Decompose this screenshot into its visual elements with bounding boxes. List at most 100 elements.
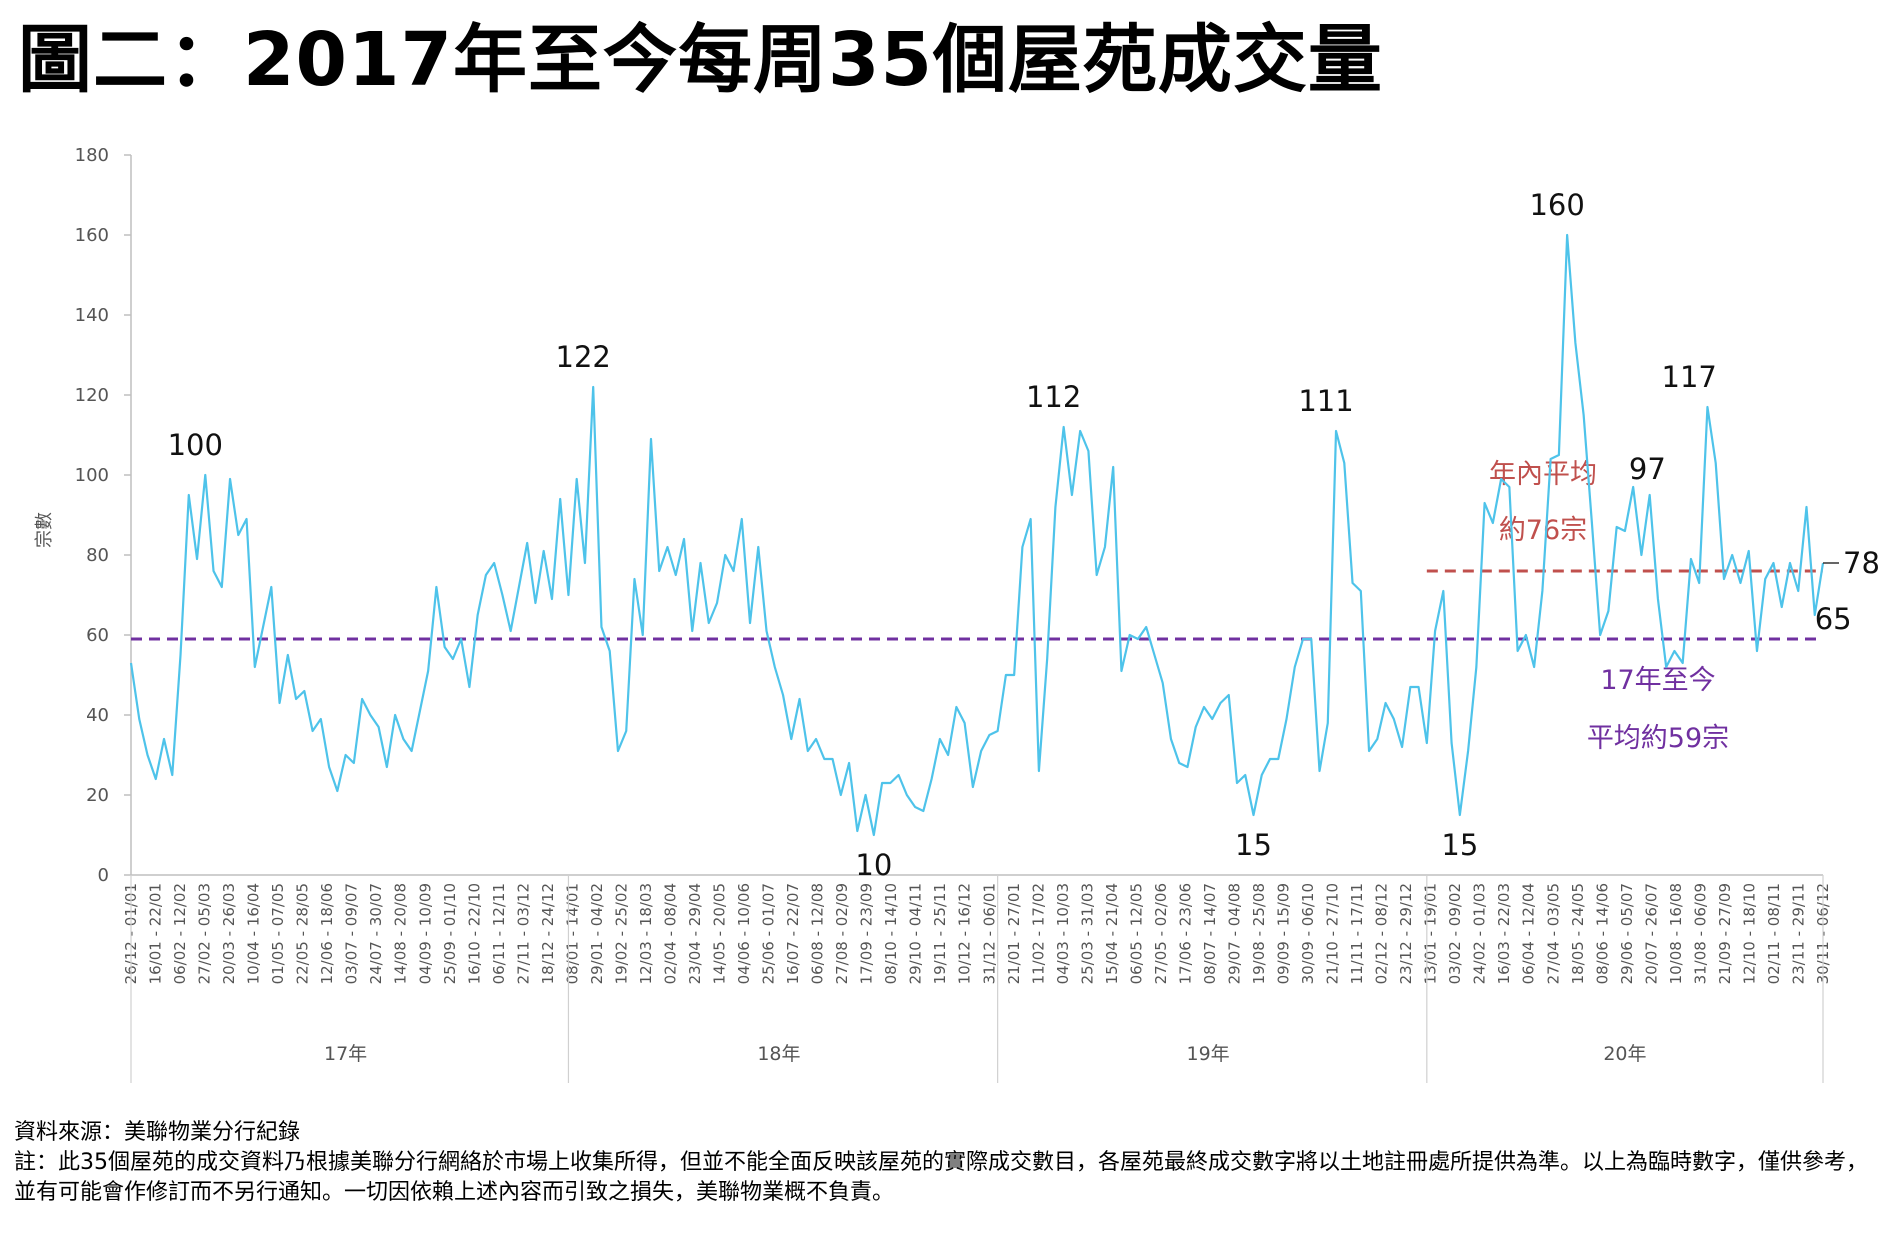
group-label: 20年 bbox=[1603, 1043, 1646, 1065]
x-tick-label: 03/07 - 09/07 bbox=[343, 883, 361, 984]
x-tick-label: 04/03 - 10/03 bbox=[1054, 883, 1072, 984]
x-tick-label: 24/07 - 30/07 bbox=[367, 883, 385, 984]
x-tick-label: 06/11 - 12/11 bbox=[490, 883, 508, 984]
data-annotation: 160 bbox=[1529, 188, 1584, 222]
x-tick-label: 20/03 - 26/03 bbox=[220, 883, 238, 984]
x-tick-label: 14/05 - 20/05 bbox=[711, 883, 729, 984]
data-annotation: 10 bbox=[855, 848, 892, 882]
y-tick-label: 160 bbox=[75, 225, 109, 246]
x-tick-label: 27/08 - 02/09 bbox=[833, 883, 851, 984]
series-line bbox=[129, 233, 1825, 837]
x-tick-label: 08/07 - 14/07 bbox=[1201, 883, 1219, 984]
x-tick-label: 18/12 - 24/12 bbox=[539, 883, 557, 984]
data-annotation: 112 bbox=[1026, 380, 1081, 414]
disclaimer-note: 註：此35個屋苑的成交資料乃根據美聯分行網絡於市場上收集所得，但並不能全面反映該… bbox=[14, 1150, 1869, 1205]
y-tick-label: 140 bbox=[75, 305, 109, 326]
x-tick-label: 08/10 - 14/10 bbox=[882, 883, 900, 984]
x-tick-label: 19/11 - 25/11 bbox=[931, 883, 949, 984]
page-title: 圖二：2017年至今每周35個屋苑成交量 bbox=[18, 17, 1383, 103]
reference-label-red: 年內平均 bbox=[1489, 459, 1597, 490]
group-label: 19年 bbox=[1187, 1043, 1230, 1065]
x-tick-label: 12/10 - 18/10 bbox=[1740, 883, 1758, 984]
y-tick-label: 20 bbox=[86, 785, 109, 806]
x-tick-label: 10/12 - 16/12 bbox=[956, 883, 974, 984]
x-tick-label: 16/01 - 22/01 bbox=[147, 883, 165, 984]
x-tick-label: 09/09 - 15/09 bbox=[1275, 883, 1293, 984]
x-tick-label: 16/03 - 22/03 bbox=[1495, 883, 1513, 984]
source-text: 資料來源：美聯物業分行紀錄 bbox=[14, 1120, 301, 1145]
x-tick-label: 24/02 - 01/03 bbox=[1471, 883, 1489, 984]
x-tick-label: 11/11 - 17/11 bbox=[1348, 883, 1366, 984]
x-tick-label: 06/02 - 12/02 bbox=[171, 883, 189, 984]
reference-label-purple: 17年至今 bbox=[1600, 665, 1715, 696]
x-tick-label: 06/08 - 12/08 bbox=[809, 883, 827, 984]
x-tick-label: 22/05 - 28/05 bbox=[294, 883, 312, 984]
group-label: 17年 bbox=[324, 1043, 367, 1065]
x-tick-label: 08/01 - 14/01 bbox=[563, 883, 581, 984]
x-tick-label: 25/06 - 01/07 bbox=[760, 883, 778, 984]
x-tick-label: 19/02 - 25/02 bbox=[612, 883, 630, 984]
x-tick-label: 27/02 - 05/03 bbox=[196, 883, 214, 984]
x-tick-label: 10/04 - 16/04 bbox=[245, 883, 263, 984]
x-tick-label: 31/08 - 06/09 bbox=[1691, 883, 1709, 984]
x-tick-label: 27/05 - 02/06 bbox=[1152, 883, 1170, 984]
x-tick-label: 02/12 - 08/12 bbox=[1373, 883, 1391, 984]
x-tick-label: 21/01 - 27/01 bbox=[1005, 883, 1023, 984]
x-tick-label: 03/02 - 09/02 bbox=[1446, 883, 1464, 984]
x-tick-label: 15/04 - 21/04 bbox=[1103, 883, 1121, 984]
x-tick-label: 18/05 - 24/05 bbox=[1569, 883, 1587, 984]
x-tick-label: 17/06 - 23/06 bbox=[1176, 883, 1194, 984]
data-annotation: 78 bbox=[1843, 546, 1880, 580]
x-tick-label: 31/12 - 06/01 bbox=[980, 883, 998, 984]
x-tick-label: 02/11 - 08/11 bbox=[1765, 883, 1783, 984]
y-tick-label: 120 bbox=[75, 385, 109, 406]
x-tick-label: 30/09 - 06/10 bbox=[1299, 883, 1317, 984]
reference-label-red: 約76宗 bbox=[1499, 515, 1587, 546]
y-tick-label: 40 bbox=[86, 705, 109, 726]
y-axis-label: 宗數 bbox=[34, 512, 55, 548]
x-tick-label: 06/04 - 12/04 bbox=[1520, 883, 1538, 984]
x-tick-label: 01/05 - 07/05 bbox=[269, 883, 287, 984]
x-tick-label: 23/04 - 29/04 bbox=[686, 883, 704, 984]
data-annotation: 122 bbox=[556, 340, 611, 374]
group-label: 18年 bbox=[757, 1043, 800, 1065]
x-tick-label: 16/07 - 22/07 bbox=[784, 883, 802, 984]
x-tick-label: 17/09 - 23/09 bbox=[858, 883, 876, 984]
x-tick-label: 08/06 - 14/06 bbox=[1593, 883, 1611, 984]
x-tick-label: 27/04 - 03/05 bbox=[1544, 883, 1562, 984]
x-tick-label: 23/12 - 29/12 bbox=[1397, 883, 1415, 984]
y-tick-label: 0 bbox=[98, 865, 109, 886]
x-tick-label: 21/10 - 27/10 bbox=[1324, 883, 1342, 984]
x-tick-label: 29/01 - 04/02 bbox=[588, 883, 606, 984]
y-tick-label: 100 bbox=[75, 465, 109, 486]
x-tick-label: 14/08 - 20/08 bbox=[392, 883, 410, 984]
data-annotation: 15 bbox=[1235, 828, 1272, 862]
x-tick-label: 29/10 - 04/11 bbox=[907, 883, 925, 984]
data-annotation: 15 bbox=[1441, 828, 1478, 862]
y-tick-label: 180 bbox=[75, 145, 109, 166]
x-tick-label: 06/05 - 12/05 bbox=[1127, 883, 1145, 984]
series bbox=[129, 233, 1825, 837]
data-annotation: 65 bbox=[1815, 602, 1852, 636]
x-tick-label: 27/11 - 03/12 bbox=[514, 883, 532, 984]
data-annotation: 97 bbox=[1629, 452, 1666, 486]
x-tick-label: 02/04 - 08/04 bbox=[661, 883, 679, 984]
x-tick-label: 04/09 - 10/09 bbox=[416, 883, 434, 984]
x-tick-label: 16/10 - 22/10 bbox=[465, 883, 483, 984]
x-tick-label: 04/06 - 10/06 bbox=[735, 883, 753, 984]
x-tick-label: 29/06 - 05/07 bbox=[1618, 883, 1636, 984]
annotations: 100 122 10 112 15 111 15 160 97 117 65 78 bbox=[168, 188, 1880, 882]
y-tick-label: 80 bbox=[86, 545, 109, 566]
x-tick-label: 21/09 - 27/09 bbox=[1716, 883, 1734, 984]
x-tick-label: 25/03 - 31/03 bbox=[1078, 883, 1096, 984]
y-axis: 0 20 40 60 80 100 120 140 160 180 bbox=[75, 145, 132, 886]
x-tick-label: 13/01 - 19/01 bbox=[1422, 883, 1440, 984]
y-tick-label: 60 bbox=[86, 625, 109, 646]
x-tick-label: 12/03 - 18/03 bbox=[637, 883, 655, 984]
x-tick-label: 25/09 - 01/10 bbox=[441, 883, 459, 984]
data-annotation: 100 bbox=[168, 428, 223, 462]
x-tick-label: 19/08 - 25/08 bbox=[1250, 883, 1268, 984]
x-tick-label: 11/02 - 17/02 bbox=[1029, 883, 1047, 984]
